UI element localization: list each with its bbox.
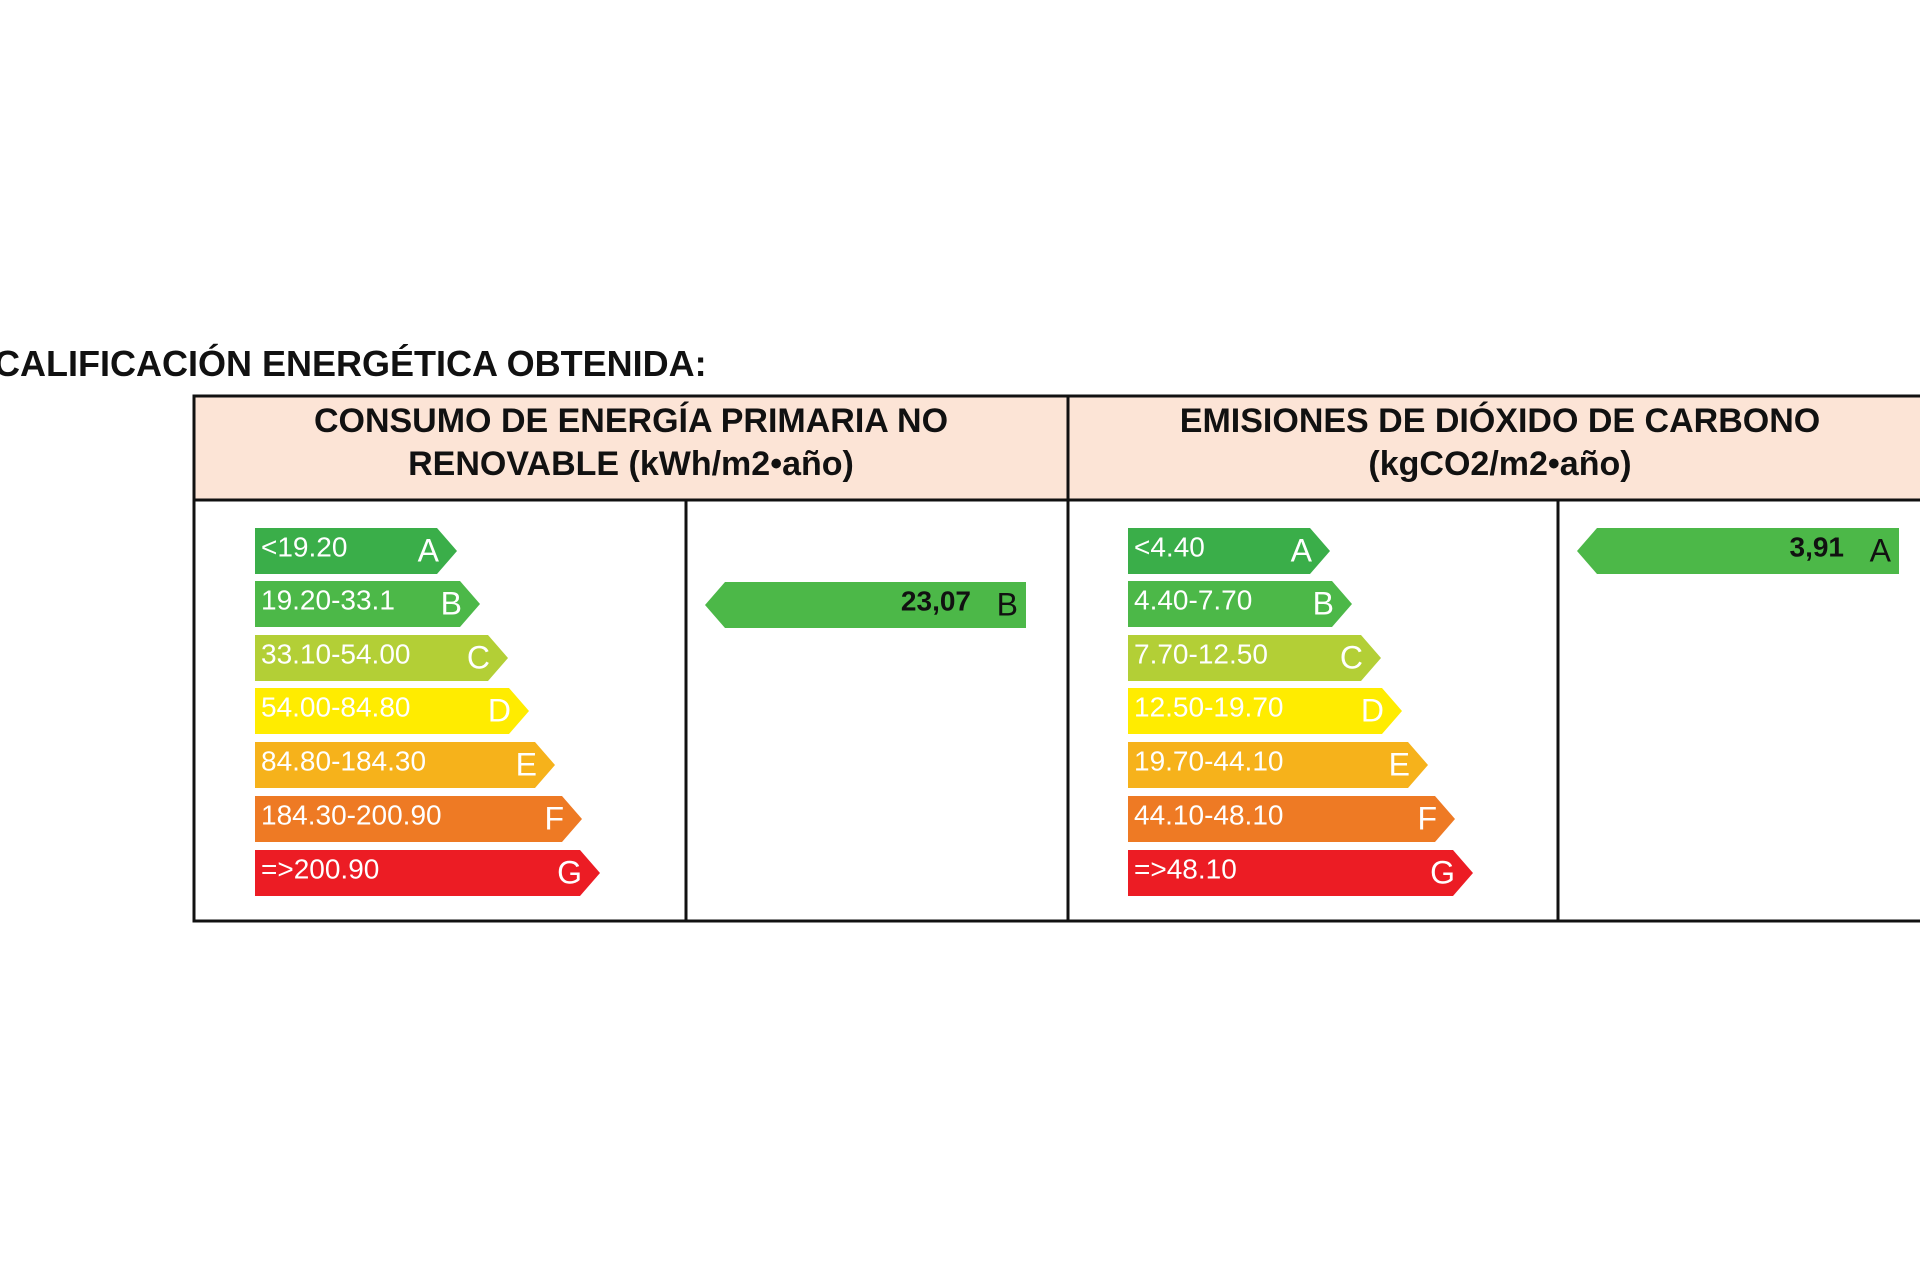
scale-letter: B [441,585,462,621]
scale-letter: G [1430,854,1455,890]
scale-range: 184.30-200.90 [261,799,442,830]
scale-arrow [255,796,582,842]
scale-range: 7.70-12.50 [1134,638,1268,669]
result-value: 3,91 [1790,531,1845,562]
scale-arrow [1128,528,1330,574]
result-letter: A [1870,532,1892,568]
scale-letter: F [1417,800,1437,836]
scale-range: 44.10-48.10 [1134,799,1283,830]
scale-range: 4.40-7.70 [1134,584,1252,615]
scale-arrow [1128,742,1428,788]
scale-letter: E [1389,746,1410,782]
header-band [194,396,1920,500]
scale-range: <4.40 [1134,531,1205,562]
scale-letter: D [488,692,511,728]
scale-letter: B [1313,585,1334,621]
scale-range: 54.00-84.80 [261,691,410,722]
title: CALIFICACIÓN ENERGÉTICA OBTENIDA: [0,342,707,384]
scale-arrow [1128,635,1381,681]
table-lines [192,394,1920,923]
scale-letter: F [544,800,564,836]
scale-letter: C [467,639,490,675]
panel-heading: CONSUMO DE ENERGÍA PRIMARIA NO [314,402,948,440]
scale-arrow [255,581,480,627]
result-value: 23,07 [901,585,971,616]
scale-range: 19.70-44.10 [1134,745,1283,776]
scale-range: 19.20-33.1 [261,584,395,615]
scale-range: 33.10-54.00 [261,638,410,669]
scale-range: 12.50-19.70 [1134,691,1283,722]
scale-arrow [255,688,529,734]
scale-letter: E [516,746,537,782]
scale-arrow [1128,581,1352,627]
scale-letter: G [557,854,582,890]
scale-letter: D [1361,692,1384,728]
scale-range: =>48.10 [1134,853,1237,884]
scale-letter: C [1340,639,1363,675]
scale-range: =>200.90 [261,853,379,884]
scale-letter: A [418,532,440,568]
scale-arrow [1128,688,1402,734]
panel-heading: (kgCO2/m2•año) [1368,445,1631,483]
scale-arrow [255,635,508,681]
panel-heading: EMISIONES DE DIÓXIDO DE CARBONO [1180,402,1820,440]
scale-range: <19.20 [261,531,347,562]
panel-heading: RENOVABLE (kWh/m2•año) [408,445,854,483]
scale-range: 84.80-184.30 [261,745,426,776]
result-arrow [1577,528,1899,574]
scale-arrow [1128,850,1473,896]
result-letter: B [997,586,1018,622]
scale-arrow [255,742,555,788]
scale-arrow [1128,796,1455,842]
scale-letter: A [1291,532,1313,568]
scale-arrow [255,850,600,896]
scale-arrow [255,528,457,574]
result-arrow [705,582,1026,628]
